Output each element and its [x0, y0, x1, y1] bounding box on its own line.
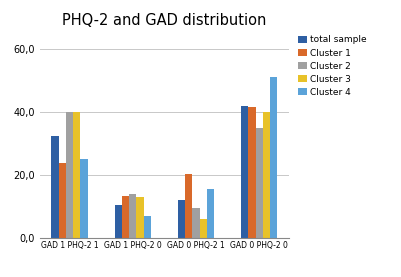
- Bar: [122, 196, 129, 238]
- Bar: [185, 174, 192, 238]
- Bar: [51, 136, 59, 238]
- Bar: [144, 216, 151, 238]
- Bar: [207, 189, 214, 238]
- Bar: [241, 106, 248, 238]
- Legend: total sample, Cluster 1, Cluster 2, Cluster 3, Cluster 4: total sample, Cluster 1, Cluster 2, Clus…: [296, 34, 369, 99]
- Bar: [115, 205, 122, 238]
- Title: PHQ-2 and GAD distribution: PHQ-2 and GAD distribution: [62, 13, 267, 28]
- Bar: [255, 128, 263, 238]
- Bar: [136, 197, 144, 238]
- Bar: [178, 200, 185, 238]
- Bar: [59, 163, 66, 238]
- Bar: [73, 112, 81, 238]
- Bar: [270, 77, 277, 238]
- Bar: [66, 112, 73, 238]
- Bar: [263, 112, 270, 238]
- Bar: [200, 219, 207, 238]
- Bar: [192, 208, 200, 238]
- Bar: [248, 107, 255, 238]
- Bar: [129, 194, 136, 238]
- Bar: [81, 159, 88, 238]
